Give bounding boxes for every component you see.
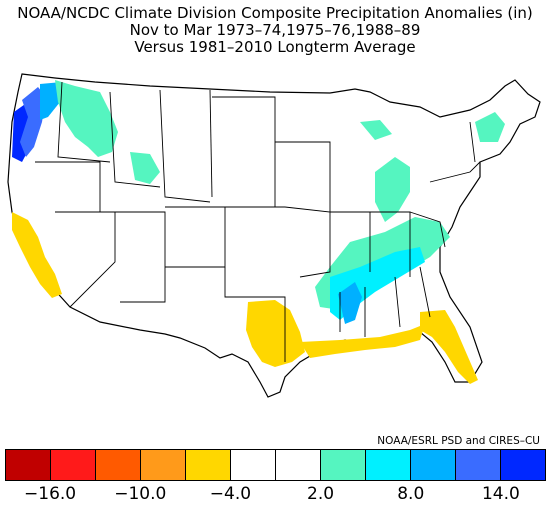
dry-anomaly-regions [12, 212, 478, 384]
new-england-teal [475, 112, 505, 142]
idaho-teal [130, 152, 160, 184]
colorbar-tick-label: 2.0 [307, 484, 335, 504]
title-line-3: Versus 1981–2010 Longterm Average [134, 38, 416, 56]
title-line-1: NOAA/NCDC Climate Division Composite Pre… [17, 4, 533, 22]
colorbar-swatch-1 [51, 450, 96, 480]
upper-mi-teal [360, 120, 392, 140]
wa-coast-blue [20, 87, 46, 157]
california-yellow [12, 212, 62, 298]
us-precipitation-map [7, 73, 541, 398]
credit-label: NOAA/ESRL PSD and CIRES–CU [377, 435, 540, 447]
title-line-2: Nov to Mar 1973–74,1975–76,1988–89 [129, 21, 421, 39]
colorbar-swatch-7 [321, 450, 366, 480]
wa-interior-cyan [40, 82, 62, 120]
wa-east-teal [55, 80, 118, 157]
mississippi-blue [338, 282, 362, 324]
colorbar-swatch-11 [501, 450, 545, 480]
colorbar-tick-label: −4.0 [209, 484, 252, 504]
east-texas-yellow [246, 300, 305, 367]
colorbar-swatch-6 [276, 450, 321, 480]
colorbar-swatch-4 [186, 450, 231, 480]
colorbar-tick-label: 14.0 [481, 484, 520, 504]
state-boundaries [35, 81, 481, 362]
michigan-teal [375, 157, 410, 222]
colorbar [5, 449, 546, 481]
gulf-coast-yellow [300, 324, 425, 358]
colorbar-tick-label: 8.0 [397, 484, 425, 504]
colorbar-swatch-3 [141, 450, 186, 480]
colorbar-tick-label: −10.0 [114, 484, 167, 504]
florida-yellow [420, 310, 478, 384]
colorbar-tick-label: −16.0 [24, 484, 77, 504]
colorbar-swatch-2 [96, 450, 141, 480]
wet-anomaly-regions [12, 80, 505, 324]
colorbar-swatch-8 [366, 450, 411, 480]
colorbar-swatch-0 [6, 450, 51, 480]
colorbar-swatch-5 [231, 450, 276, 480]
colorbar-swatch-10 [456, 450, 501, 480]
colorbar-swatch-9 [411, 450, 456, 480]
